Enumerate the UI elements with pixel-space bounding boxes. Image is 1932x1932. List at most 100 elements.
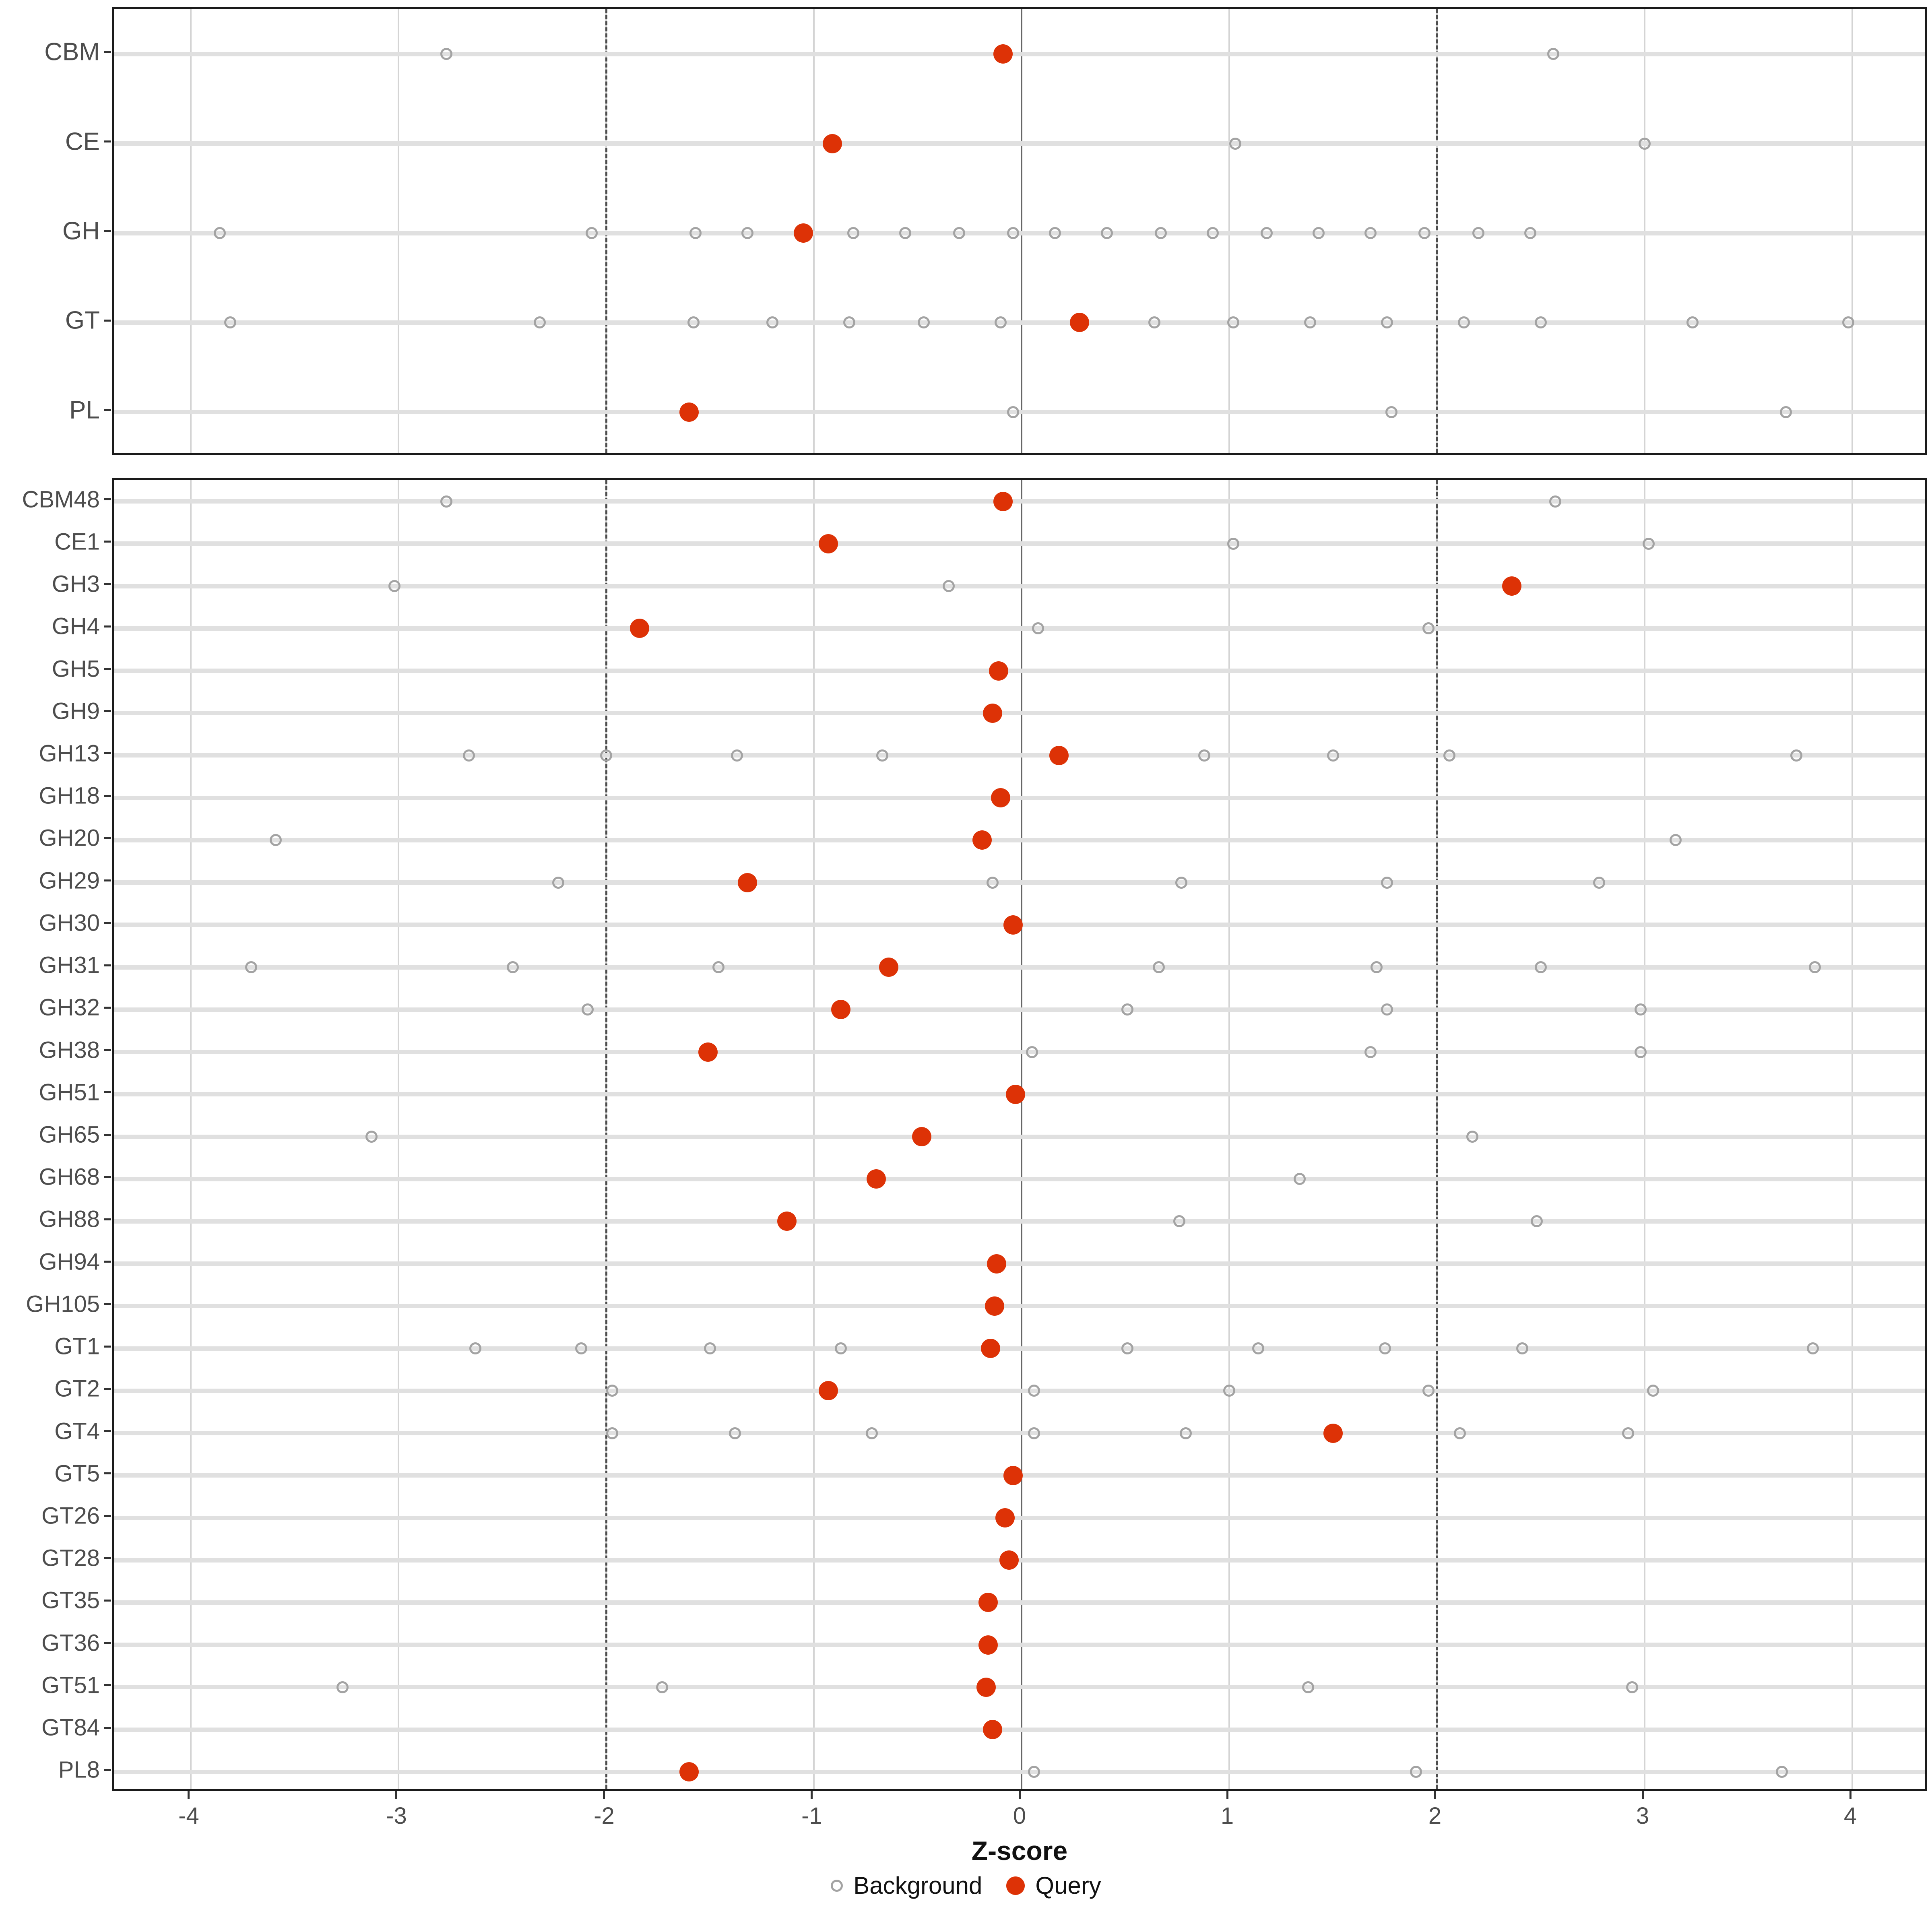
query-point [1005,1084,1025,1104]
cazy-family-panel [112,478,1927,1791]
background-point [1686,316,1699,329]
y-axis-label-GH51: GH51 [39,1079,100,1106]
background-point [1381,876,1393,889]
query-point [879,958,898,977]
y-axis-tick [104,1387,111,1390]
cazy-class-panel [112,7,1927,455]
background-point [1809,961,1821,974]
row-gridline [114,1050,1925,1055]
x-axis-tick--3 [395,1791,398,1799]
row-gridline [114,1685,1925,1690]
row-gridline [114,1558,1925,1563]
background-point [687,316,700,329]
row-gridline [114,320,1925,325]
row-gridline [114,1007,1925,1012]
background-point [440,48,452,60]
background-point [918,316,930,329]
y-axis-tick [104,710,111,712]
row-gridline [114,965,1925,970]
x-axis-tick-3 [1641,1791,1644,1799]
row-gridline [114,1769,1925,1774]
background-point [1670,834,1682,846]
query-point [989,661,1009,681]
y-axis-tick [104,879,111,882]
background-point [1379,1342,1391,1355]
y-axis-label-GT5: GT5 [54,1460,100,1487]
background-point [600,749,612,762]
query-point [983,703,1002,723]
background-point [1381,1003,1393,1016]
x-axis-tick-0 [1018,1791,1021,1799]
query-point [866,1169,886,1189]
legend: Background Query [0,1872,1932,1899]
y-axis-tick [104,1176,111,1178]
background-point [1327,749,1340,762]
y-axis-label-GH105: GH105 [26,1291,100,1317]
background-point [712,961,724,974]
row-gridline [114,1261,1925,1266]
background-point [581,1003,594,1016]
background-point [388,580,400,592]
query-point [985,1296,1004,1316]
background-point [606,1427,619,1439]
background-point [1152,961,1165,974]
background-point [245,961,257,974]
query-point [978,1635,998,1655]
y-axis-label-GH31: GH31 [39,952,100,978]
query-point [679,1762,699,1782]
background-point [469,1342,481,1355]
query-point [819,534,838,553]
row-gridline [114,1346,1925,1351]
y-axis-tick [104,1345,111,1348]
row-gridline [114,1515,1925,1520]
filled-circle-icon [1006,1876,1025,1895]
y-axis-label-CBM48: CBM48 [22,486,100,513]
query-point [983,1720,1002,1740]
open-circle-icon [831,1879,843,1892]
y-axis-label-GT1: GT1 [54,1333,100,1360]
background-point [1647,1385,1659,1397]
background-point [1535,316,1547,329]
background-point [1549,495,1562,508]
y-axis-tick [104,922,111,924]
background-point [656,1681,669,1693]
y-axis-label-GT4: GT4 [54,1418,100,1445]
row-gridline [114,1600,1925,1605]
background-point [1807,1342,1819,1355]
y-axis-label-GH4: GH4 [52,613,100,640]
row-gridline [114,753,1925,758]
y-axis-tick [104,1218,111,1220]
x-axis-tick-2 [1434,1791,1436,1799]
y-axis-tick [104,319,111,322]
y-axis-tick [104,230,111,232]
background-point [224,316,236,329]
row-gridline [114,141,1925,146]
query-point [777,1212,797,1231]
y-axis-tick [104,498,111,501]
x-axis-tick--2 [603,1791,605,1799]
background-point [365,1131,378,1143]
background-point [1028,1766,1040,1778]
background-point [741,227,753,239]
y-axis-tick [104,837,111,839]
x-axis-tick-label--4: -4 [178,1803,199,1829]
x-axis-tick-label-4: 4 [1843,1803,1857,1829]
row-gridline [114,52,1925,56]
query-point [737,873,757,892]
legend-item-query[interactable]: Query [1006,1872,1101,1899]
legend-item-background[interactable]: Background [831,1872,982,1899]
row-gridline [114,711,1925,716]
query-point [1003,1466,1023,1485]
background-point [1443,749,1455,762]
legend-label-query: Query [1035,1872,1101,1899]
background-point [575,1342,588,1355]
x-axis: -4 -3 -2 -1 0 1 2 3 4 [112,1791,1927,1839]
query-point [995,1508,1015,1528]
y-axis-tick [104,1472,111,1475]
background-point [1148,316,1161,329]
background-point [943,580,955,592]
row-gridline [114,410,1925,415]
y-axis-label-GH3: GH3 [52,571,100,597]
background-point [1466,1131,1478,1143]
background-point [1626,1681,1639,1693]
